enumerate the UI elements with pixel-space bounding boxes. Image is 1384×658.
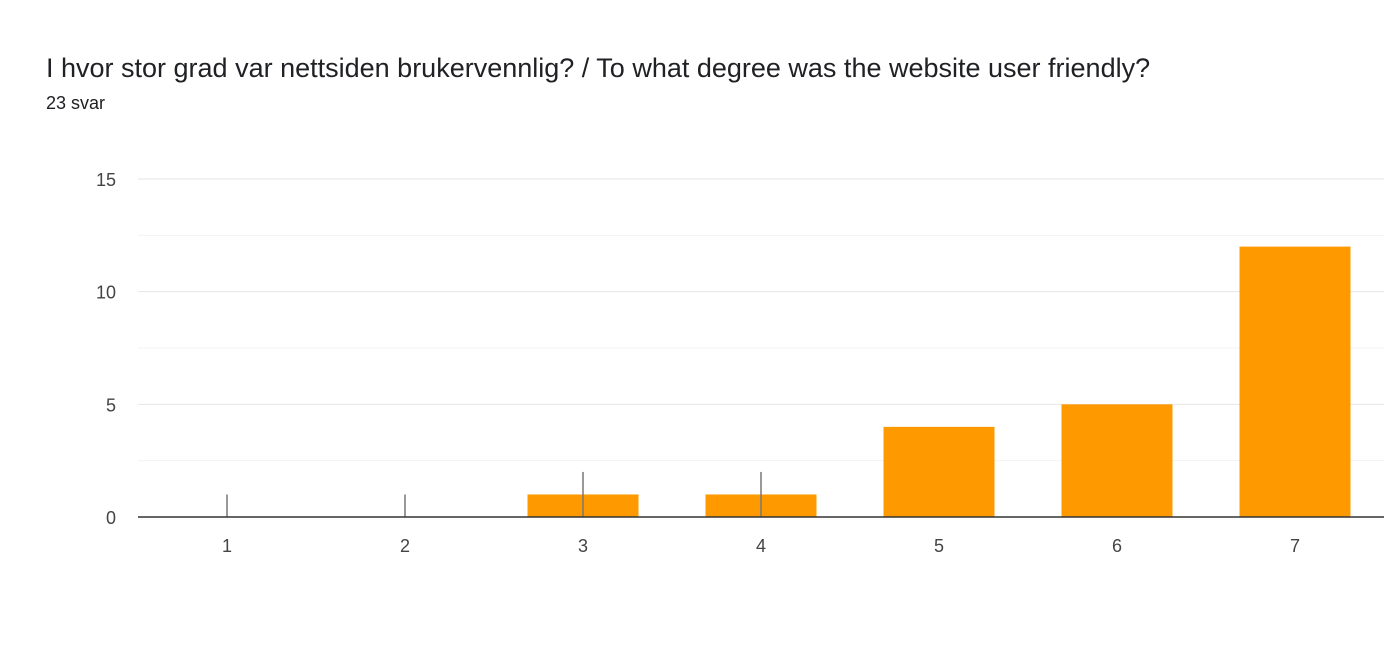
chart-title: I hvor stor grad var nettsiden brukerven… (46, 53, 1151, 83)
bar (1061, 404, 1173, 517)
x-tick-label: 1 (222, 536, 232, 556)
x-tick-label: 6 (1112, 536, 1122, 556)
y-tick-label: 10 (96, 283, 116, 303)
x-tick-label: 3 (578, 536, 588, 556)
bar (1239, 246, 1351, 517)
y-tick-label: 0 (106, 508, 116, 528)
x-tick-label: 4 (756, 536, 766, 556)
x-tick-label: 7 (1290, 536, 1300, 556)
bar (883, 426, 995, 517)
x-tick-label: 5 (934, 536, 944, 556)
x-tick-label: 2 (400, 536, 410, 556)
y-tick-label: 15 (96, 170, 116, 190)
chart-header: I hvor stor grad var nettsiden brukerven… (46, 50, 1364, 115)
y-tick-label: 5 (106, 395, 116, 415)
response-count: 23 svar (46, 93, 106, 113)
